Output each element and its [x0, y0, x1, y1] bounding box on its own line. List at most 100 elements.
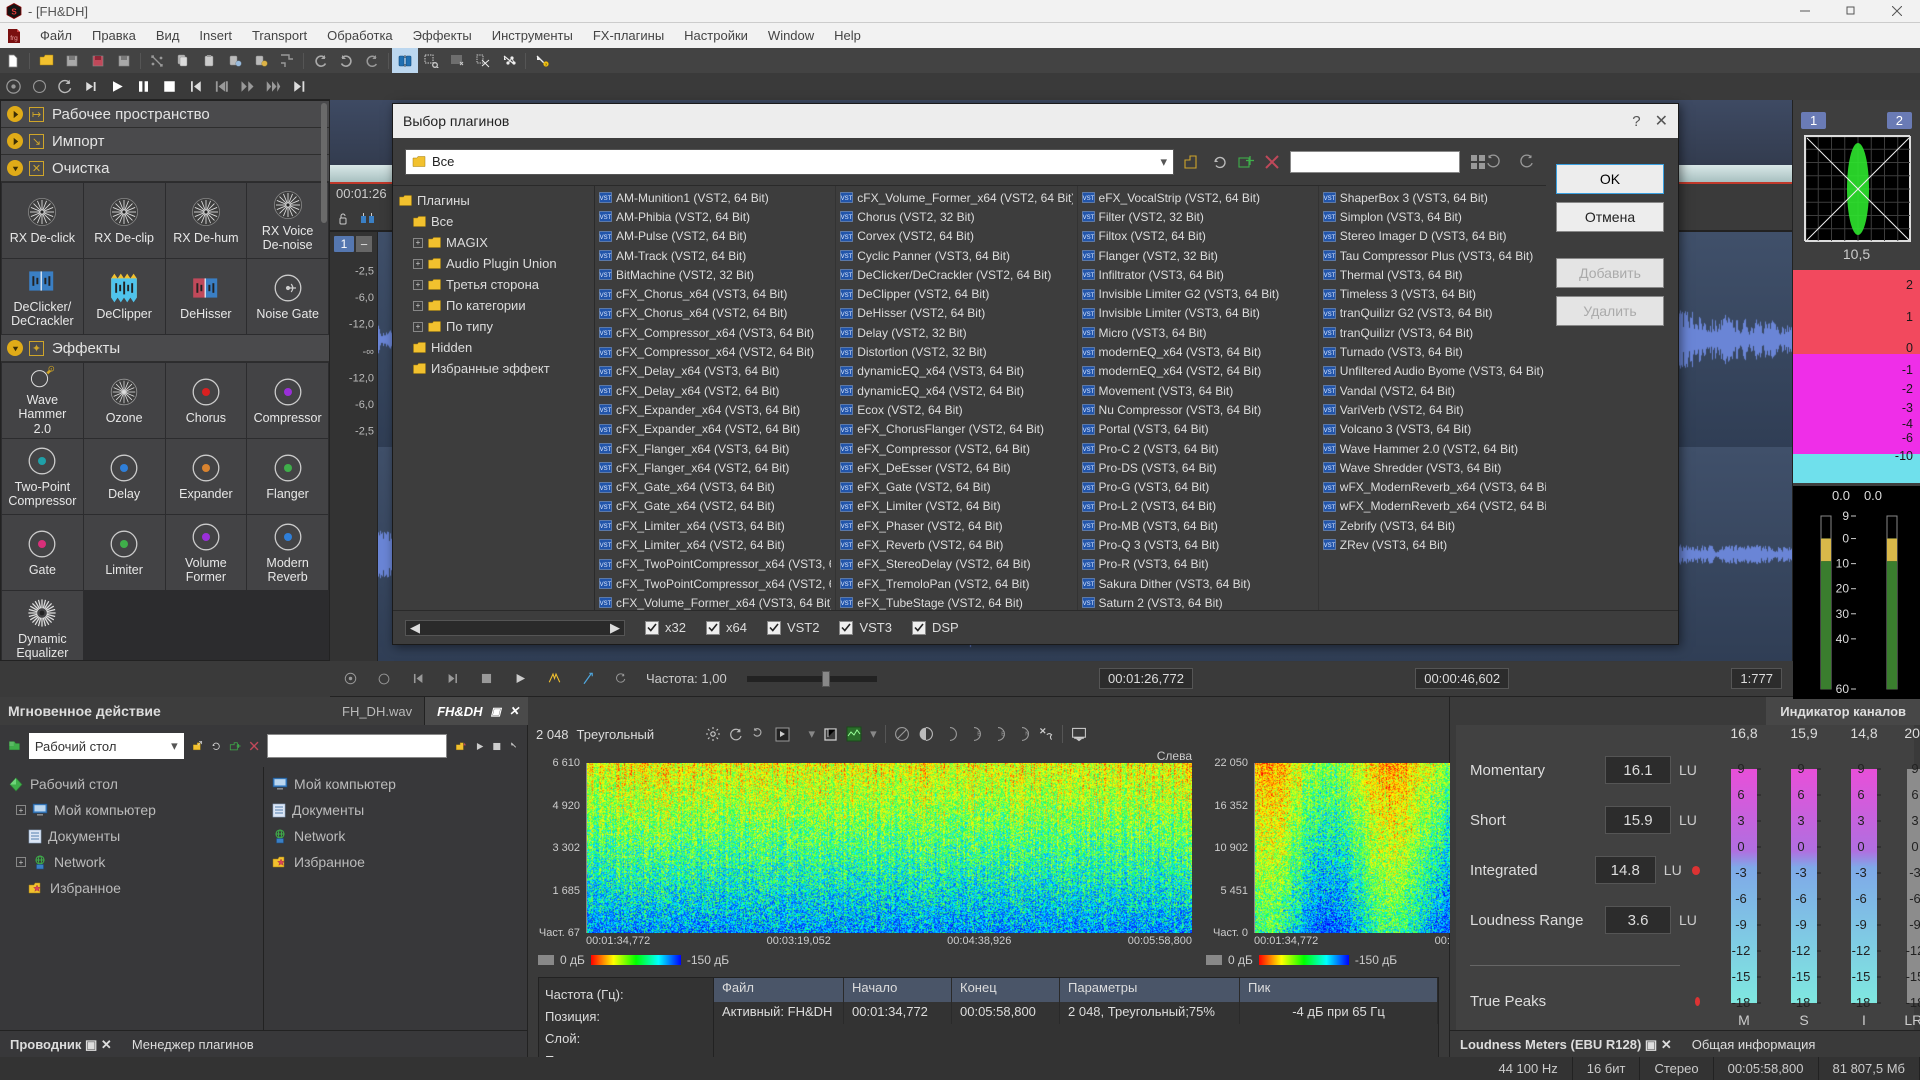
svg-text:VST: VST [1082, 312, 1094, 318]
svg-text:VST: VST [600, 254, 612, 260]
svg-text:VST: VST [600, 389, 612, 395]
svg-text:VST: VST [1082, 601, 1094, 607]
svg-text:VST: VST [600, 331, 612, 337]
svg-text:-15: -15 [1906, 969, 1920, 984]
svg-text:0: 0 [1797, 839, 1804, 854]
svg-text:40: 40 [1836, 632, 1850, 646]
svg-text:6: 6 [1857, 787, 1864, 802]
svg-text:VST: VST [1323, 331, 1335, 337]
svg-text:VST: VST [1323, 486, 1335, 492]
svg-text:VST: VST [1082, 428, 1094, 434]
svg-text:-4: -4 [1902, 417, 1913, 431]
svg-text:0: 0 [1842, 532, 1849, 546]
svg-text:M: M [1738, 1012, 1750, 1028]
svg-text:9: 9 [1911, 761, 1918, 776]
svg-text:VST: VST [600, 486, 612, 492]
svg-text:VST: VST [1082, 505, 1094, 511]
svg-text:VST: VST [1082, 293, 1094, 299]
svg-text:0: 0 [1906, 341, 1913, 355]
svg-text:VST: VST [600, 273, 612, 279]
svg-text:-3: -3 [1855, 865, 1867, 880]
svg-text:3: 3 [1857, 813, 1864, 828]
svg-text:VST: VST [600, 505, 612, 511]
svg-text:-10: -10 [1895, 449, 1913, 463]
svg-text:VST: VST [1082, 235, 1094, 241]
svg-text:3: 3 [1911, 813, 1918, 828]
svg-text:VST: VST [1323, 466, 1335, 472]
svg-text:VST: VST [1082, 215, 1094, 221]
svg-text:30: 30 [1836, 607, 1850, 621]
svg-text:VST: VST [1082, 582, 1094, 588]
svg-text:VST: VST [1323, 428, 1335, 434]
svg-text:0: 0 [1737, 839, 1744, 854]
svg-text:VST: VST [841, 563, 853, 569]
svg-text:0.0: 0.0 [1832, 488, 1850, 503]
svg-text:-12: -12 [1792, 943, 1811, 958]
svg-text:VST: VST [1082, 389, 1094, 395]
svg-text:VST: VST [600, 408, 612, 414]
svg-text:VST: VST [841, 351, 853, 357]
svg-text:VST: VST [600, 601, 612, 607]
svg-text:VST: VST [841, 505, 853, 511]
svg-text:VST: VST [841, 196, 853, 202]
svg-text:VST: VST [1323, 254, 1335, 260]
svg-text:VST: VST [1082, 524, 1094, 530]
svg-text:-18: -18 [1906, 995, 1920, 1010]
svg-text:VST: VST [600, 563, 612, 569]
svg-text:VST: VST [600, 447, 612, 453]
svg-text:VST: VST [1323, 543, 1335, 549]
svg-text:VST: VST [841, 273, 853, 279]
svg-text:1: 1 [1906, 310, 1913, 324]
svg-text:-9: -9 [1855, 917, 1867, 932]
svg-text:VST: VST [600, 466, 612, 472]
svg-text:VST: VST [1082, 543, 1094, 549]
svg-text:VST: VST [841, 582, 853, 588]
svg-text:VST: VST [1323, 505, 1335, 511]
svg-text:-3: -3 [1902, 401, 1913, 415]
svg-text:frg: frg [10, 35, 18, 42]
svg-text:VST: VST [600, 351, 612, 357]
svg-text:VST: VST [1082, 254, 1094, 260]
svg-text:-15: -15 [1852, 969, 1871, 984]
svg-text:3: 3 [1797, 813, 1804, 828]
svg-text:-6: -6 [1909, 891, 1920, 906]
svg-text:LRA: LRA [1904, 1012, 1920, 1028]
svg-text:?: ? [544, 63, 546, 67]
svg-text:VST: VST [841, 428, 853, 434]
svg-text:I: I [1862, 1012, 1866, 1028]
svg-text:VST: VST [1323, 408, 1335, 414]
svg-text:-9: -9 [1909, 917, 1920, 932]
svg-text:N: N [1025, 732, 1029, 738]
svg-text:10: 10 [1836, 557, 1850, 571]
svg-text:VST: VST [1082, 466, 1094, 472]
svg-text:VST: VST [1082, 331, 1094, 337]
svg-text:VST: VST [1082, 408, 1094, 414]
svg-text:S: S [11, 8, 17, 17]
svg-text:VST: VST [841, 235, 853, 241]
svg-text:-6: -6 [1735, 891, 1747, 906]
svg-text:VST: VST [600, 543, 612, 549]
svg-text:-6: -6 [1902, 431, 1913, 445]
svg-text:VST: VST [1323, 235, 1335, 241]
svg-text:VST: VST [841, 543, 853, 549]
svg-text:VST: VST [841, 331, 853, 337]
svg-text:9: 9 [1857, 761, 1864, 776]
svg-text:VST: VST [1082, 351, 1094, 357]
svg-text:-12: -12 [1852, 943, 1871, 958]
svg-text:-9: -9 [1735, 917, 1747, 932]
svg-text:VST: VST [841, 312, 853, 318]
svg-text:-3: -3 [1795, 865, 1807, 880]
svg-text:VST: VST [1082, 447, 1094, 453]
svg-text:0: 0 [1857, 839, 1864, 854]
svg-text:0.0: 0.0 [1864, 488, 1882, 503]
svg-text:VST: VST [841, 466, 853, 472]
svg-text:VST: VST [1323, 273, 1335, 279]
svg-text:VST: VST [600, 370, 612, 376]
svg-text:9: 9 [1737, 761, 1744, 776]
svg-text:E: E [1001, 732, 1005, 738]
svg-text:VST: VST [600, 196, 612, 202]
svg-text:VST: VST [841, 601, 853, 607]
svg-text:VST: VST [841, 389, 853, 395]
svg-text:-12: -12 [1906, 943, 1920, 958]
svg-text:-15: -15 [1732, 969, 1751, 984]
